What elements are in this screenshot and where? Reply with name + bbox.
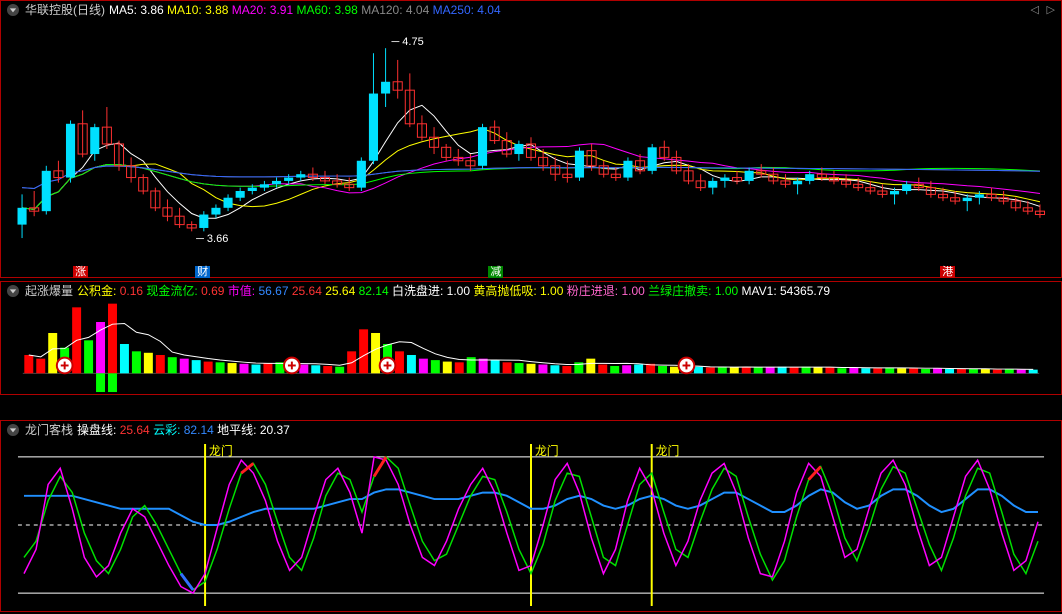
ma-indicator: MA5: 3.86 bbox=[109, 3, 164, 17]
indicator-value: 1.00 bbox=[537, 284, 564, 298]
event-marker: 减 bbox=[488, 263, 503, 279]
indicator-value: 1.00 bbox=[443, 284, 470, 298]
panel3-header: 龙门客栈 操盘线: 25.64 云彩: 82.14 地平线: 20.37 bbox=[1, 421, 1061, 439]
indicator-value: 82.14 bbox=[359, 284, 389, 298]
stock-title: 华联控股(日线) bbox=[25, 1, 105, 19]
volume-chart[interactable] bbox=[1, 300, 1061, 394]
event-marker: 财 bbox=[195, 263, 210, 279]
high-price: ─ 4.75 bbox=[391, 36, 423, 48]
candlestick-panel: 华联控股(日线) MA5: 3.86 MA10: 3.88 MA20: 3.91… bbox=[0, 0, 1062, 278]
ma-indicator: MA120: 4.04 bbox=[361, 3, 429, 17]
oscillator-panel: 龙门客栈 操盘线: 25.64 云彩: 82.14 地平线: 20.37 龙门龙… bbox=[0, 420, 1062, 612]
toggle-icon[interactable] bbox=[7, 4, 19, 16]
indicator-value: 0.69 bbox=[198, 284, 225, 298]
svg-text:龙门: 龙门 bbox=[656, 444, 680, 458]
toggle-icon[interactable] bbox=[7, 424, 19, 436]
event-marker: 港 bbox=[940, 263, 955, 279]
indicator-value: 25.64 bbox=[116, 423, 149, 437]
indicator-value: 54365.79 bbox=[777, 284, 830, 298]
panel2-header: 起涨爆量 公积金: 0.16 现金流亿: 0.69 市值: 56.67 25.6… bbox=[1, 282, 1061, 300]
indicator-value: 56.67 bbox=[255, 284, 288, 298]
indicator-value: 25.64 bbox=[325, 284, 355, 298]
ma-indicator: MA60: 3.98 bbox=[296, 3, 357, 17]
nav-prev[interactable]: ◁ bbox=[1031, 3, 1039, 16]
panel2-title: 起涨爆量 bbox=[25, 282, 73, 300]
svg-text:龙门: 龙门 bbox=[209, 444, 233, 458]
svg-text:龙门: 龙门 bbox=[535, 444, 559, 458]
volume-panel: 起涨爆量 公积金: 0.16 现金流亿: 0.69 市值: 56.67 25.6… bbox=[0, 281, 1062, 395]
event-marker: 涨 bbox=[73, 263, 88, 279]
indicator-value: 0.16 bbox=[116, 284, 143, 298]
low-price: ─ 3.66 bbox=[196, 233, 228, 245]
candlestick-chart[interactable]: ─ 4.75 ─ 3.66 涨 财 减 港 bbox=[1, 19, 1061, 277]
panel3-title: 龙门客栈 bbox=[25, 421, 73, 439]
indicator-value: 82.14 bbox=[180, 423, 213, 437]
ma-indicator: MA10: 3.88 bbox=[167, 3, 228, 17]
ma-indicator: MA20: 3.91 bbox=[232, 3, 293, 17]
panel1-header: 华联控股(日线) MA5: 3.86 MA10: 3.88 MA20: 3.91… bbox=[1, 1, 1061, 19]
indicator-value: 1.00 bbox=[712, 284, 739, 298]
indicator-value: 20.37 bbox=[256, 423, 289, 437]
indicator-value: 25.64 bbox=[292, 284, 322, 298]
oscillator-chart[interactable]: 龙门 龙门 龙门 bbox=[1, 439, 1061, 611]
ma-indicator: MA250: 4.04 bbox=[433, 3, 501, 17]
toggle-icon[interactable] bbox=[7, 285, 19, 297]
nav-next[interactable]: ▷ bbox=[1047, 3, 1055, 16]
indicator-value: 1.00 bbox=[618, 284, 645, 298]
